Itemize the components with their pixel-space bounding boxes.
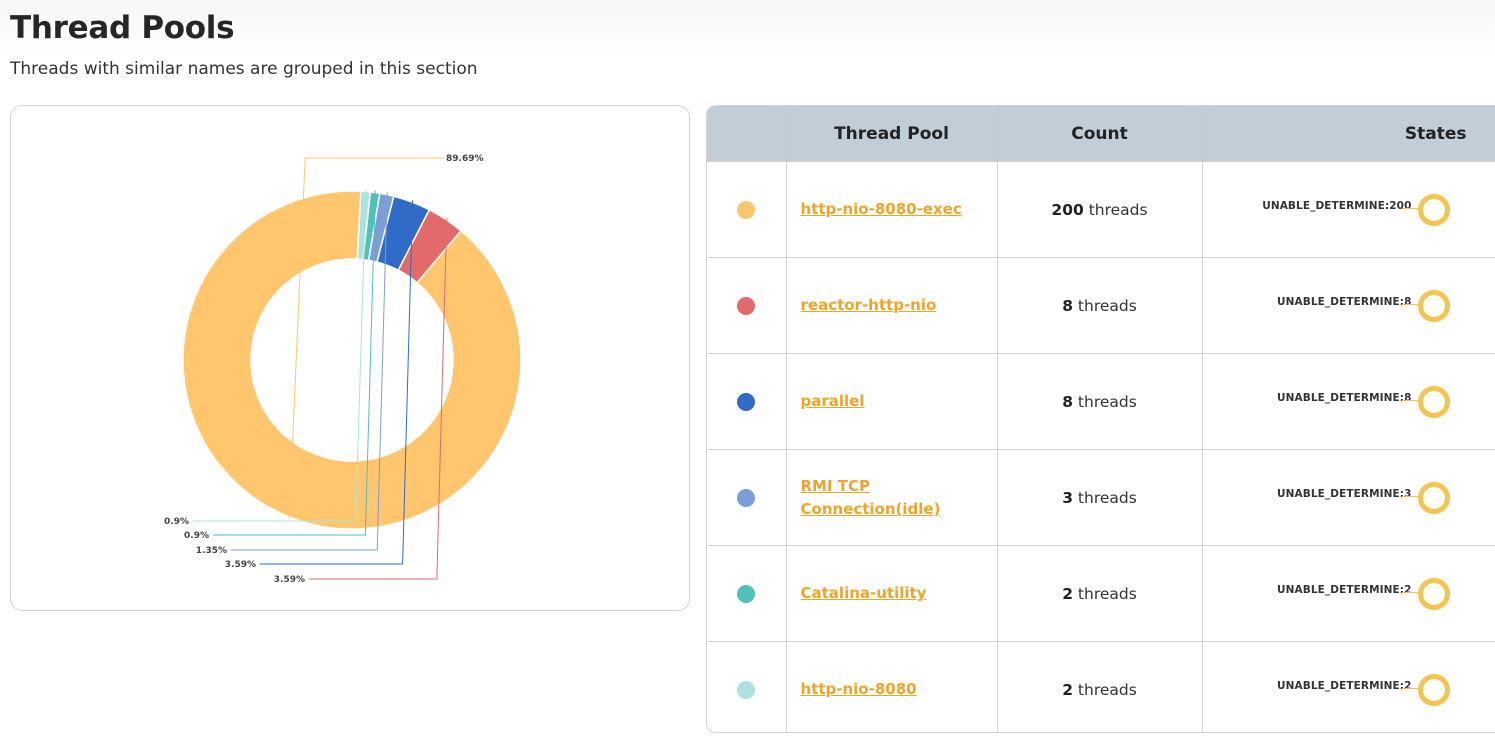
thread-pool-cell: http-nio-8080-exec (786, 161, 998, 258)
color-cell (707, 353, 787, 450)
thread-count-suffix: threads (1088, 200, 1148, 219)
thread-count-suffix: threads (1077, 488, 1137, 507)
donut-leader-line (213, 190, 376, 536)
state-leader-line (1401, 304, 1420, 305)
column-header-states[interactable]: States (1202, 106, 1495, 162)
column-header-count[interactable]: Count (997, 106, 1203, 162)
state-leader-line (1401, 496, 1420, 497)
donut-slice-http-nio-8080-exec[interactable] (182, 190, 522, 530)
thread-pool-link[interactable]: RMI TCP Connection(idle) (800, 476, 941, 518)
state-leader-line (1401, 400, 1420, 401)
thread-pool-cell: http-nio-8080 (786, 641, 998, 732)
states-cell: UNABLE_DETERMINE:2 (1202, 641, 1495, 732)
series-color-dot (737, 392, 756, 411)
states-cell: UNABLE_DETERMINE:2 (1202, 545, 1495, 642)
thread-count-suffix: threads (1077, 680, 1137, 699)
table-row: http-nio-8080-exec 200 threads UNABLE_DETE… (707, 161, 1495, 258)
thread-count: 2 (1062, 680, 1073, 699)
header-background (0, 0, 1495, 60)
color-cell (707, 161, 787, 258)
state-mini-donut[interactable] (1417, 194, 1450, 226)
state-leader-line (1401, 208, 1420, 209)
thread-pool-cell: parallel (786, 353, 998, 450)
states-cell: UNABLE_DETERMINE:8 (1202, 257, 1495, 354)
count-cell: 2 threads (997, 641, 1203, 732)
state-label: UNABLE_DETERMINE:200 (1262, 200, 1412, 212)
thread-pool-link[interactable]: parallel (800, 392, 865, 410)
series-color-dot (737, 488, 756, 507)
color-cell (707, 641, 787, 732)
column-header-thread-pool[interactable]: Thread Pool (786, 106, 998, 162)
state-mini-donut[interactable] (1417, 674, 1450, 706)
donut-percent-label: 89.69% (446, 154, 484, 164)
thread-pool-chart-card: 89.69% 3.59% 3.59% 1.35% 0.9% 0.9% (10, 105, 690, 611)
thread-pool-link[interactable]: Catalina-utility (800, 584, 927, 602)
donut-percent-label: 3.59% (274, 575, 305, 585)
table-row: Catalina-utility 2 threads UNABLE_DETERMIN… (707, 545, 1495, 642)
table-row: RMI TCP Connection(idle) 3 threads UNABLE_… (707, 449, 1495, 546)
thread-pool-link[interactable]: reactor-http-nio (800, 296, 937, 314)
state-label: UNABLE_DETERMINE:8 (1277, 296, 1412, 308)
page-title: Thread Pools (10, 10, 235, 46)
state-label: UNABLE_DETERMINE:2 (1277, 584, 1412, 596)
donut-slice-http-nio-8080[interactable] (356, 190, 372, 261)
thread-count: 8 (1062, 392, 1073, 411)
count-cell: 8 threads (997, 257, 1203, 354)
count-cell: 8 threads (997, 353, 1203, 450)
state-label: UNABLE_DETERMINE:3 (1277, 488, 1412, 500)
donut-leader-line (309, 217, 448, 580)
state-mini-donut[interactable] (1417, 482, 1450, 514)
donut-percent-label: 3.59% (225, 560, 256, 570)
donut-percent-label: 0.9% (184, 531, 209, 541)
table-row: http-nio-8080 2 threads UNABLE_DETERMINE:2 (707, 641, 1495, 732)
table-row: reactor-http-nio 8 threads UNABLE_DETERMIN… (707, 257, 1495, 354)
state-leader-line (1401, 688, 1420, 689)
state-mini-donut[interactable] (1417, 290, 1450, 322)
count-cell: 200 threads (997, 161, 1203, 258)
color-cell (707, 449, 787, 546)
thread-pool-table-card: Thread Pool Count States http-nio-8080-e… (706, 105, 1495, 733)
donut-percent-label: 1.35% (196, 546, 227, 556)
donut-leader-line (193, 189, 367, 522)
states-cell: UNABLE_DETERMINE:8 (1202, 353, 1495, 450)
table-header-row: Thread Pool Count States (707, 106, 1495, 162)
series-color-dot (737, 680, 756, 699)
color-cell (707, 257, 787, 354)
thread-pool-link[interactable]: http-nio-8080 (800, 680, 917, 698)
state-leader-line (1401, 592, 1420, 593)
color-cell (707, 545, 787, 642)
table-row: parallel 8 threads UNABLE_DETERMINE:8 (707, 353, 1495, 450)
series-color-dot (737, 200, 756, 219)
thread-count: 8 (1062, 296, 1073, 315)
thread-pool-table: Thread Pool Count States http-nio-8080-e… (707, 106, 1495, 732)
donut-leader-line (231, 192, 388, 551)
state-mini-donut[interactable] (1417, 386, 1450, 418)
thread-count-suffix: threads (1077, 392, 1137, 411)
donut-leader-line (288, 157, 444, 520)
thread-count: 3 (1062, 488, 1073, 507)
state-mini-donut[interactable] (1417, 578, 1450, 610)
states-cell: UNABLE_DETERMINE:3 (1202, 449, 1495, 546)
thread-count: 200 (1051, 200, 1084, 219)
count-cell: 3 threads (997, 449, 1203, 546)
states-cell: UNABLE_DETERMINE:200 (1202, 161, 1495, 258)
thread-pool-cell: reactor-http-nio (786, 257, 998, 354)
thread-count-suffix: threads (1077, 584, 1137, 603)
thread-pool-cell: RMI TCP Connection(idle) (786, 449, 998, 546)
thread-count-suffix: threads (1077, 296, 1137, 315)
thread-pool-donut-chart: 89.69% 3.59% 3.59% 1.35% 0.9% 0.9% (164, 154, 522, 585)
series-color-dot (737, 584, 756, 603)
count-cell: 2 threads (997, 545, 1203, 642)
thread-count: 2 (1062, 584, 1073, 603)
thread-pool-cell: Catalina-utility (786, 545, 998, 642)
page-subtitle: Threads with similar names are grouped i… (10, 59, 478, 79)
state-label: UNABLE_DETERMINE:2 (1277, 680, 1412, 692)
donut-leader-line (260, 200, 414, 565)
state-label: UNABLE_DETERMINE:8 (1277, 392, 1412, 404)
series-color-dot (737, 296, 756, 315)
column-header-color (707, 106, 787, 162)
thread-pool-link[interactable]: http-nio-8080-exec (800, 200, 962, 218)
donut-percent-label: 0.9% (164, 517, 189, 527)
